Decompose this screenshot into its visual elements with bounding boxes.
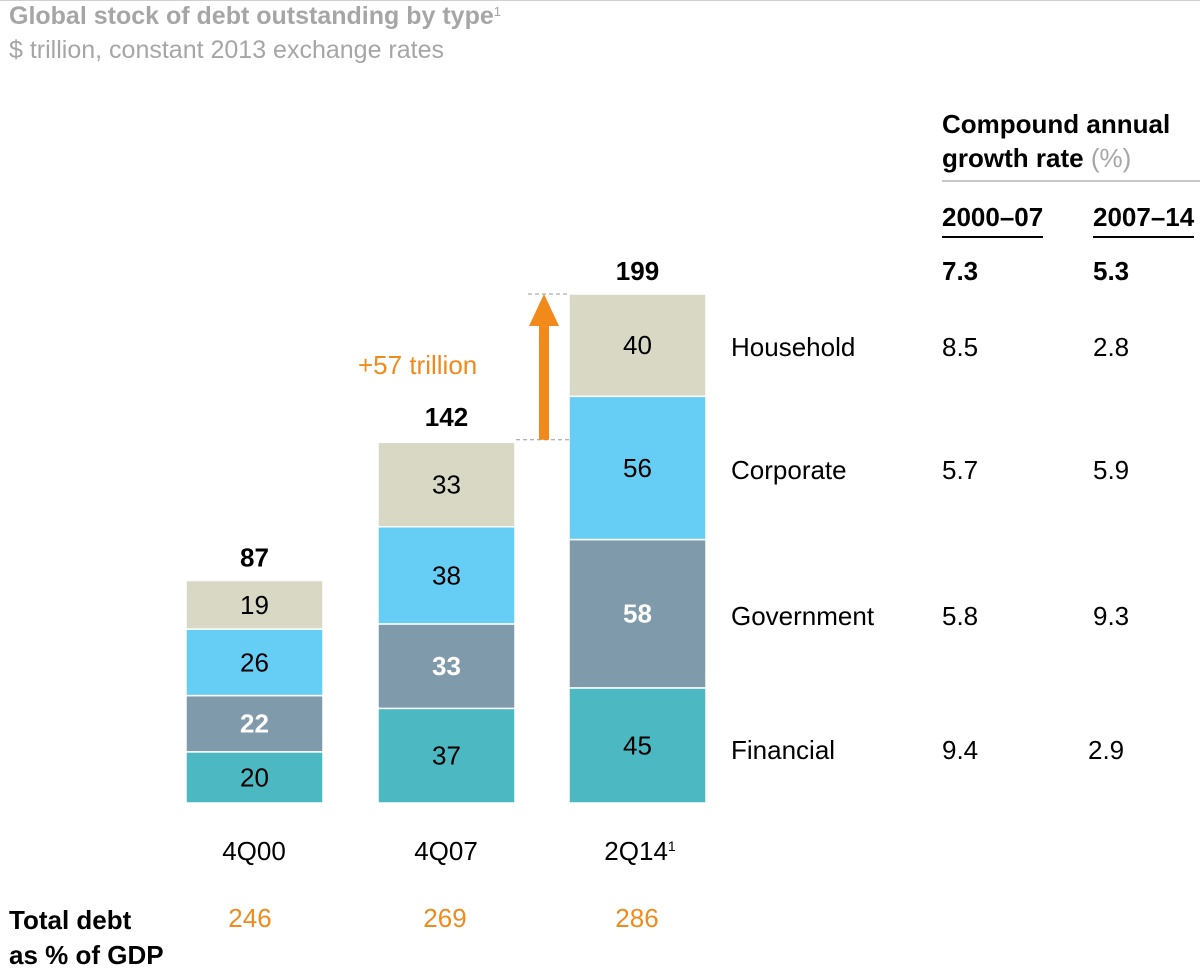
- bar-household-4q00: [185, 579, 324, 630]
- cagr-total-2000-07: 7.3: [942, 256, 979, 286]
- x-label-4q00-text: 4Q00: [222, 836, 286, 866]
- chart-title: Global stock of debt outstanding by type…: [9, 2, 501, 31]
- gdp-value-4q00: 246: [228, 903, 272, 933]
- bar-government-4q07: [377, 623, 516, 710]
- bar-corporate-4q07: [377, 526, 516, 625]
- bar-corporate-2q14: [568, 395, 707, 541]
- gdp-value-4q07: 269: [423, 903, 467, 933]
- cagr-financial-2007-14: 2.9: [1088, 735, 1125, 765]
- total-label-4q07: 142: [425, 402, 468, 432]
- data-label-financial-4q00: 20: [240, 762, 269, 792]
- cagr-heading-line1: Compound annual: [942, 109, 1171, 139]
- cagr-total-2007-14: 5.3: [1093, 256, 1130, 286]
- cagr-corporate-2007-14: 5.9: [1093, 455, 1130, 485]
- category-label-government: Government: [731, 601, 875, 631]
- x-label-2q14: 2Q141: [604, 836, 675, 867]
- data-label-financial-4q07: 37: [432, 741, 461, 771]
- growth-annotation: +57 trillion: [358, 350, 478, 380]
- bar-financial-4q07: [377, 707, 516, 804]
- bar-financial-4q00: [185, 751, 324, 804]
- cagr-heading-text: growth rate: [942, 143, 1084, 173]
- chart-title-text: Global stock of debt outstanding by type: [9, 2, 494, 30]
- title-footnote: 1: [493, 4, 501, 19]
- period-header-2007-14: 2007–14: [1093, 202, 1195, 238]
- cagr-corporate-2000-07: 5.7: [942, 455, 979, 485]
- x-label-4q07-text: 4Q07: [414, 836, 478, 866]
- x-label-4q07: 4Q07: [414, 836, 478, 867]
- category-label-financial: Financial: [731, 735, 836, 765]
- data-label-corporate-4q07: 38: [432, 560, 461, 590]
- data-label-household-2q14: 40: [623, 330, 652, 360]
- bar-government-2q14: [568, 538, 707, 689]
- bar-household-4q07: [377, 441, 516, 528]
- cagr-heading-rule: [942, 180, 1200, 182]
- growth-arrow-head: [529, 294, 559, 326]
- total-label-4q00: 87: [240, 542, 269, 572]
- x-label-2q14-text: 2Q14: [604, 836, 668, 866]
- cagr-government-2000-07: 5.8: [942, 601, 979, 631]
- gdp-row-label-line1: Total debt: [9, 905, 132, 935]
- category-label-corporate: Corporate: [731, 455, 847, 485]
- bar-household-2q14: [568, 293, 707, 398]
- bar-government-4q00: [185, 694, 324, 753]
- data-label-corporate-2q14: 56: [623, 453, 652, 483]
- cagr-government-2007-14: 9.3: [1093, 601, 1130, 631]
- data-label-corporate-4q00: 26: [240, 647, 269, 677]
- category-label-household: Household: [731, 332, 856, 362]
- total-label-2q14: 199: [616, 256, 659, 286]
- data-label-household-4q00: 19: [240, 590, 269, 620]
- cagr-heading: Compound annual growth rate (%): [942, 107, 1170, 175]
- cagr-heading-unit: (%): [1090, 143, 1132, 173]
- top-rule: [0, 0, 1200, 1]
- bar-corporate-4q00: [185, 628, 324, 697]
- data-label-household-4q07: 33: [432, 470, 461, 500]
- gdp-row-label: Total debt as % of GDP: [9, 903, 164, 973]
- data-label-government-2q14: 58: [623, 599, 652, 629]
- gdp-value-2q14: 286: [615, 903, 659, 933]
- period-header-2000-07: 2000–07: [942, 202, 1044, 238]
- cagr-heading-line2: growth rate (%): [942, 141, 1170, 175]
- growth-arrow-shaft: [539, 324, 549, 440]
- gdp-row-label-line2: as % of GDP: [9, 940, 164, 970]
- x-label-4q00: 4Q00: [222, 836, 286, 867]
- chart-subtitle: $ trillion, constant 2013 exchange rates: [9, 36, 444, 64]
- data-label-financial-2q14: 45: [623, 730, 652, 760]
- cagr-household-2000-07: 8.5: [942, 332, 979, 362]
- data-label-government-4q07: 33: [432, 651, 461, 681]
- x-label-2q14-footnote: 1: [667, 838, 676, 854]
- data-label-government-4q00: 22: [240, 709, 269, 739]
- cagr-household-2007-14: 2.8: [1093, 332, 1130, 362]
- cagr-financial-2000-07: 9.4: [942, 735, 979, 765]
- bar-financial-2q14: [568, 687, 707, 804]
